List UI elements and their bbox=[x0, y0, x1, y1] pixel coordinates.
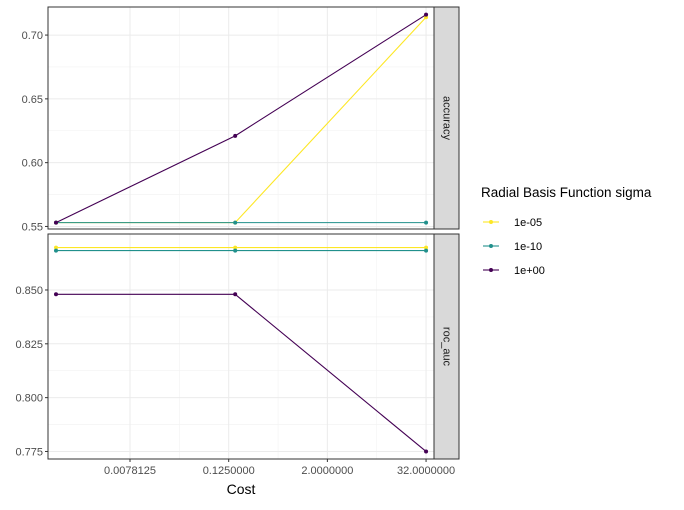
data-point-1e-10 bbox=[53, 248, 58, 253]
facet-strip-label: accuracy bbox=[441, 96, 453, 141]
y-tick-label: 0.65 bbox=[22, 94, 43, 106]
x-tick-label: 2.0000000 bbox=[301, 465, 353, 477]
x-tick-label: 0.0078125 bbox=[104, 465, 156, 477]
x-tick-label: 0.1250000 bbox=[203, 465, 255, 477]
panel-background bbox=[48, 7, 434, 229]
data-point-1e-05 bbox=[424, 245, 429, 250]
x-tick-label: 32.0000000 bbox=[397, 465, 455, 477]
data-point-1e+00 bbox=[233, 133, 238, 138]
y-tick-label: 0.800 bbox=[15, 393, 43, 405]
data-point-1e+00 bbox=[233, 292, 238, 297]
data-point-1e-05 bbox=[233, 245, 238, 250]
data-point-1e+00 bbox=[53, 292, 58, 297]
data-point-1e+00 bbox=[53, 220, 58, 225]
facet-strip bbox=[433, 6, 460, 230]
facet-strip bbox=[433, 233, 460, 460]
y-tick-label: 0.850 bbox=[15, 285, 43, 297]
legend-key-point bbox=[489, 220, 493, 224]
data-point-1e-10 bbox=[233, 248, 238, 253]
y-tick-label: 0.825 bbox=[15, 339, 43, 351]
panel-background bbox=[48, 234, 434, 459]
data-point-1e+00 bbox=[424, 12, 429, 17]
y-tick-label: 0.70 bbox=[22, 30, 43, 42]
data-point-1e+00 bbox=[424, 449, 429, 454]
y-tick-label: 0.775 bbox=[15, 446, 43, 458]
legend-key-point bbox=[489, 268, 493, 272]
legend-key-point bbox=[489, 244, 493, 248]
data-point-1e-10 bbox=[424, 220, 429, 225]
data-point-1e-05 bbox=[53, 245, 58, 250]
data-point-1e-10 bbox=[424, 248, 429, 253]
legend-label: 1e-05 bbox=[514, 217, 542, 229]
x-axis-title: Cost bbox=[227, 481, 256, 497]
legend-label: 1e+00 bbox=[514, 265, 545, 277]
y-tick-label: 0.60 bbox=[22, 158, 43, 170]
facet-strip-label: roc_auc bbox=[441, 327, 453, 367]
y-tick-label: 0.55 bbox=[22, 221, 43, 233]
legend-title: Radial Basis Function sigma bbox=[481, 185, 652, 200]
legend-label: 1e-10 bbox=[514, 241, 542, 253]
data-point-1e-10 bbox=[233, 220, 238, 225]
